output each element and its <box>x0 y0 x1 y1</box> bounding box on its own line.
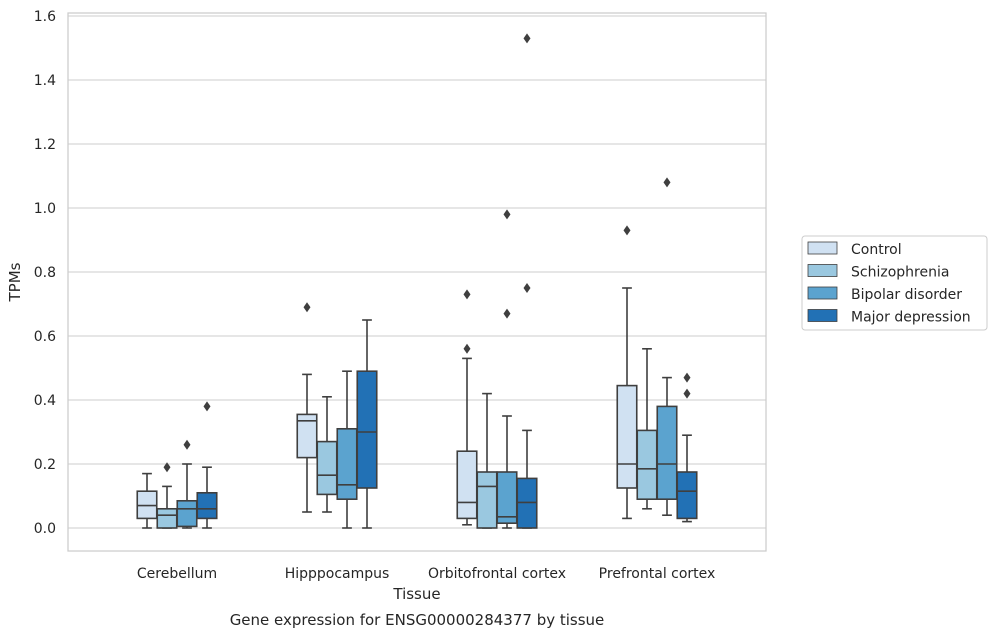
box-mark <box>356 319 378 529</box>
box-body <box>456 450 478 520</box>
series-major-depression <box>196 33 698 529</box>
outlier-point <box>463 343 471 354</box>
box-body <box>196 491 218 520</box>
box-mark <box>516 33 538 529</box>
outlier-point <box>163 462 171 473</box>
y-tick-label: 0.4 <box>34 393 56 409</box>
outlier-point <box>523 283 531 293</box>
y-tick-label: 0.8 <box>34 265 56 281</box>
box-body <box>476 471 498 529</box>
series-control <box>136 225 638 529</box>
box-mark <box>296 302 318 513</box>
box-mark <box>196 401 218 529</box>
box-body <box>316 440 338 496</box>
box-body <box>296 413 318 459</box>
box-body <box>156 507 178 529</box>
legend-label: Major depression <box>851 310 971 326</box>
outlier-point <box>503 308 511 319</box>
outlier-point <box>503 209 511 220</box>
y-tick-label: 1.0 <box>34 201 56 217</box>
y-axis-title: TPMs <box>6 262 24 302</box>
box-mark <box>176 439 198 529</box>
x-axis-title: Tissue <box>392 585 440 603</box>
outlier-point <box>683 388 691 399</box>
y-tick-label: 1.4 <box>34 73 56 89</box>
y-tick-label: 0.0 <box>34 521 56 537</box>
box-body <box>616 384 638 489</box>
box-body <box>496 471 518 525</box>
x-tick-label: Orbitofrontal cortex <box>428 566 566 582</box>
legend-swatch <box>807 264 838 277</box>
box-body <box>176 499 198 528</box>
outlier-point <box>683 372 691 383</box>
outlier-point <box>303 302 311 313</box>
box-mark <box>656 177 678 517</box>
legend-label: Control <box>851 242 902 258</box>
series-schizophrenia <box>156 347 658 529</box>
outlier-point <box>623 225 631 236</box>
legend-swatch <box>807 309 838 322</box>
box-body <box>676 471 698 520</box>
box-mark <box>456 289 478 526</box>
box-mark <box>476 392 498 529</box>
outlier-point <box>203 401 211 412</box>
box-mark <box>676 372 698 523</box>
y-axis-ticks: 0.0 0.2 0.4 0.6 0.8 1.0 1.2 1.4 1.6 <box>34 9 56 537</box>
box-body <box>336 427 358 500</box>
legend-frame <box>801 235 988 331</box>
legend-label: Schizophrenia <box>851 265 949 281</box>
plot-area-frame <box>67 12 767 552</box>
chart-caption: Gene expression for ENSG00000284377 by t… <box>230 611 605 629</box>
y-tick-label: 1.2 <box>34 137 56 153</box>
x-axis-ticks: Cerebellum Hipppocampus Orbitofrontal cort… <box>137 566 715 582</box>
legend-swatch <box>807 241 838 255</box>
x-tick-label: Prefrontal cortex <box>599 566 716 582</box>
outlier-point <box>663 177 671 188</box>
box-mark <box>136 472 158 529</box>
outlier-point <box>183 439 191 450</box>
box-mark <box>316 395 338 513</box>
box-body <box>636 429 658 500</box>
box-mark <box>336 370 358 529</box>
box-body <box>516 477 538 529</box>
outlier-point <box>523 33 531 44</box>
series-bipolar-disorder <box>176 177 678 529</box>
legend: Control Schizophrenia Bipolar disorder Majo… <box>801 235 988 331</box>
box-mark <box>496 209 518 529</box>
x-tick-label: Hipppocampus <box>285 566 390 582</box>
legend-swatch <box>807 286 838 300</box>
box-body <box>356 370 378 489</box>
x-tick-label: Cerebellum <box>137 566 217 582</box>
y-tick-label: 0.2 <box>34 457 56 473</box>
outlier-point <box>463 289 471 300</box>
y-tick-label: 0.6 <box>34 329 56 345</box>
box-series <box>136 33 698 529</box>
box-mark <box>616 225 638 520</box>
box-mark <box>156 462 178 529</box>
y-tick-label: 1.6 <box>34 9 56 25</box>
box-mark <box>636 347 658 510</box>
box-body <box>656 405 678 500</box>
legend-label: Bipolar disorder <box>851 287 962 303</box>
